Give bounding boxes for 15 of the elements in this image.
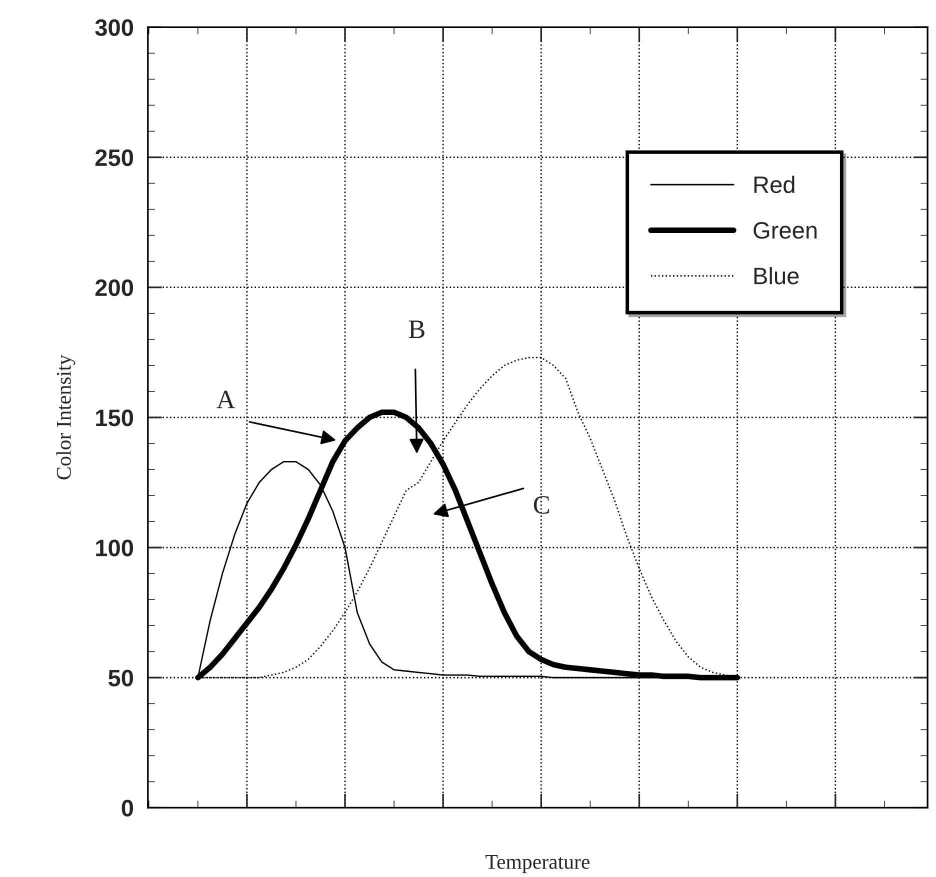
y-tick-label: 150: [96, 410, 134, 426]
y-tick-label: 200: [95, 279, 134, 296]
legend-label: Blue: [754, 267, 799, 284]
legend-label: Green: [754, 222, 817, 239]
y-tick-label: 100: [96, 540, 134, 556]
y-tick-label: 250: [95, 149, 134, 166]
annotation: A: [216, 390, 236, 408]
annotation: C: [534, 496, 549, 514]
y-tick-label: 0: [122, 800, 134, 817]
y-tick-label: 50: [108, 670, 134, 686]
legend-label: Red: [754, 176, 794, 194]
y-axis-title: Color Intensity: [56, 354, 76, 480]
annotation: B: [408, 320, 424, 338]
x-axis-title: Temperature: [486, 855, 590, 874]
y-tick-label: 300: [95, 19, 134, 36]
